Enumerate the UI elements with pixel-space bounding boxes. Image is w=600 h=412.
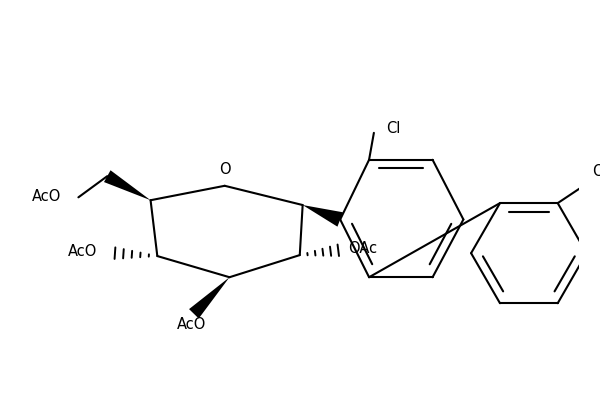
Text: O: O [219, 162, 230, 177]
Text: Cl: Cl [386, 122, 401, 136]
Text: AcO: AcO [177, 317, 206, 332]
Text: AcO: AcO [68, 244, 98, 259]
Polygon shape [104, 170, 151, 200]
Text: OAc: OAc [348, 241, 377, 256]
Text: AcO: AcO [32, 189, 61, 204]
Polygon shape [302, 205, 343, 227]
Polygon shape [189, 277, 230, 318]
Text: O: O [592, 164, 600, 179]
